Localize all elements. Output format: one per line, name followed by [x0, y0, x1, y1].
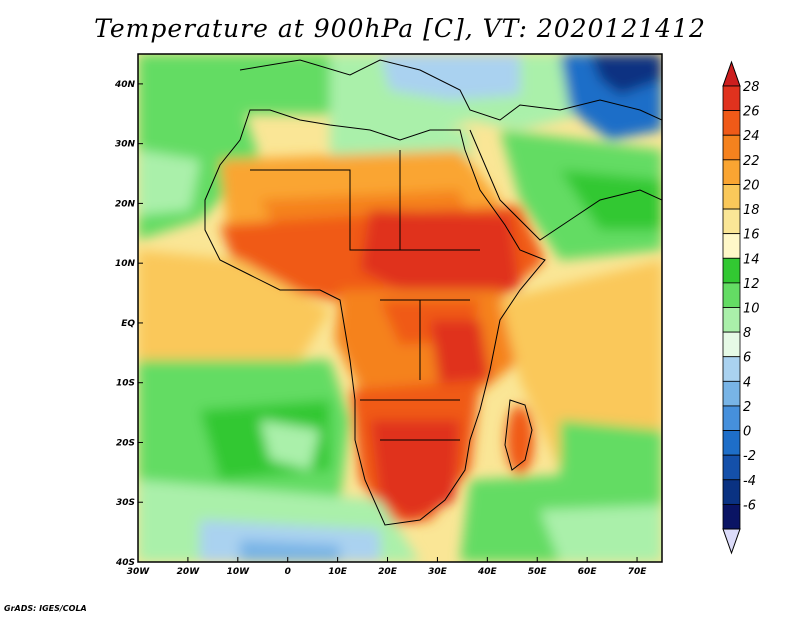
colorbar-swatch [722, 184, 741, 210]
colorbar-label: 18 [743, 203, 760, 218]
colorbar-swatch [722, 356, 741, 382]
colorbar-label: 4 [743, 375, 751, 390]
colorbar-label: 24 [743, 129, 760, 144]
lon-tick-label: 10E [328, 567, 348, 577]
colorbar-top-arrow [722, 60, 741, 87]
lon-tick-label: 40E [477, 567, 498, 577]
lat-tick-label: 20N [115, 199, 136, 209]
lat-tick-label: 40N [114, 80, 136, 90]
colorbar-bottom-arrow [722, 528, 741, 555]
colorbar-swatch [722, 134, 741, 161]
colorbar-label: 2 [743, 400, 751, 415]
colorbar-swatch [722, 380, 741, 407]
longitude-axis: 30W 20W 10W 0 10E 20E 30E 40E 50E 60E 70E [127, 557, 647, 577]
colorbar-swatch [722, 503, 741, 530]
lon-tick-label: 70E [628, 567, 648, 577]
map-title: Temperature at 900hPa [C], VT: 202012141… [94, 14, 706, 43]
colorbar-swatch [722, 110, 741, 136]
colorbar-swatch [722, 307, 741, 333]
lat-tick-label: 30S [116, 498, 135, 508]
colorbar-swatch [722, 233, 741, 259]
colorbar-label: 14 [743, 252, 760, 267]
colorbar-label: 10 [743, 302, 760, 317]
colorbar-swatch [722, 331, 741, 358]
colorbar-swatch [722, 159, 741, 185]
lon-tick-label: 30E [428, 567, 448, 577]
colorbar-label: 20 [743, 178, 760, 193]
colorbar-swatch [722, 257, 741, 284]
lon-tick-label: 20E [378, 567, 398, 577]
credit-text: GrADS: IGES/COLA [4, 604, 87, 613]
colorbar-swatch [722, 405, 741, 431]
colorbar-label: 0 [743, 425, 751, 440]
lat-tick-label: 30N [115, 140, 136, 150]
lat-tick-label: 10S [116, 379, 135, 389]
lat-tick-label: 10N [115, 259, 136, 269]
latitude-axis: 40N 30N 20N 10N EQ 10S 20S 30S 40S [114, 80, 143, 568]
lon-tick-label: 60E [578, 567, 598, 577]
colorbar-swatch [722, 454, 741, 481]
colorbar-swatch [722, 85, 741, 112]
lon-tick-label: 10W [227, 567, 251, 577]
colorbar-label: -6 [743, 498, 756, 513]
colorbar-label: 6 [743, 351, 751, 366]
colorbar-swatch [722, 479, 741, 505]
plot-frame [137, 53, 663, 563]
coastlines [204, 59, 662, 526]
lon-tick-label: 0 [285, 567, 291, 577]
colorbar-label: 8 [743, 326, 751, 341]
colorbar-label: 26 [743, 105, 760, 120]
colorbar-label: -4 [743, 474, 756, 489]
colorbar-label: -2 [743, 449, 756, 464]
lon-tick-label: 50E [528, 567, 548, 577]
colorbar-label: 12 [743, 277, 760, 292]
colorbar-swatch [722, 208, 741, 235]
lat-tick-label: 40S [115, 558, 135, 568]
temperature-field [138, 54, 662, 562]
colorbar-label: 28 [743, 80, 760, 95]
colorbar-label: 22 [743, 154, 760, 169]
lon-tick-label: 20W [177, 567, 201, 577]
lon-tick-label: 30W [127, 567, 151, 577]
colorbar-swatch [722, 430, 741, 456]
lat-tick-label: EQ [121, 319, 135, 329]
colorbar-label: 16 [743, 228, 760, 243]
lat-tick-label: 20S [116, 438, 135, 448]
colorbar-swatch [722, 282, 741, 308]
